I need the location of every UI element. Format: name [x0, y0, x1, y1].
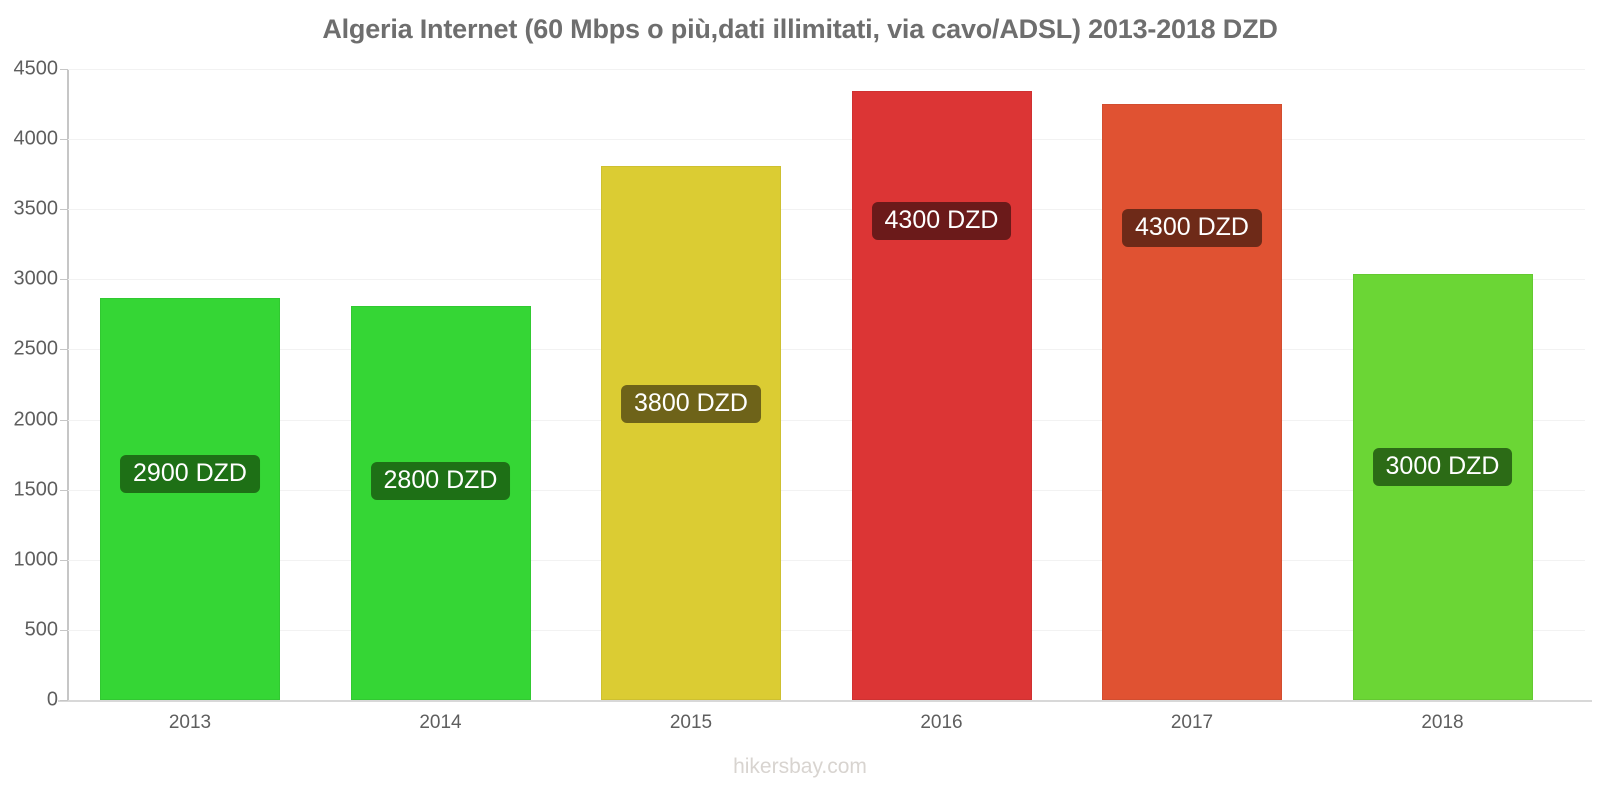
y-axis-tick-mark — [60, 489, 68, 491]
gridline — [68, 559, 1585, 561]
y-axis-line — [67, 69, 69, 702]
y-axis-tick-label: 2000 — [13, 408, 59, 431]
y-axis-tick-label: 2500 — [13, 337, 59, 360]
bar-value-label: 3800 DZD — [621, 384, 761, 423]
x-axis-tick-label: 2016 — [920, 712, 963, 733]
y-axis-tick-mark — [60, 139, 68, 141]
y-axis-tick-mark — [60, 559, 68, 561]
y-axis-tick-mark — [60, 69, 68, 70]
watermark: hikersbay.com — [733, 755, 867, 778]
gridline — [68, 209, 1585, 211]
gridline — [68, 349, 1585, 351]
y-axis-tick-label: 3000 — [13, 267, 59, 290]
chart-title: Algeria Internet (60 Mbps o più,dati ill… — [322, 14, 1278, 44]
x-axis-tick-label: 2015 — [669, 712, 713, 733]
y-axis-tick-label: 0 — [46, 688, 58, 711]
bar-value-label: 3000 DZD — [1372, 447, 1513, 486]
y-axis-tick-mark — [60, 209, 68, 211]
bar[interactable] — [1102, 104, 1282, 700]
y-axis-tick-label: 1000 — [13, 548, 59, 571]
y-axis-tick-mark — [60, 629, 68, 631]
bar[interactable] — [350, 305, 531, 700]
x-axis-tick-label: 2013 — [168, 712, 212, 733]
x-axis-tick-label: 2014 — [419, 712, 462, 733]
x-axis-tick-label: 2017 — [1170, 712, 1214, 733]
y-axis-tick-mark — [60, 279, 68, 281]
bar[interactable] — [100, 297, 280, 700]
bar-value-label: 2900 DZD — [120, 454, 260, 493]
bar[interactable] — [601, 165, 781, 700]
gridline — [68, 419, 1585, 421]
gridline — [68, 489, 1585, 491]
gridline — [68, 279, 1585, 281]
y-axis-tick-mark — [60, 700, 68, 701]
plot-area: 2900 DZD 2800 DZD 3800 DZD 4300 DZD 4300 DZD… — [68, 69, 1585, 700]
bar-value-label: 4300 DZD — [1122, 209, 1262, 248]
x-axis-tick-label: 2018 — [1421, 712, 1464, 733]
y-axis-tick-label: 4500 — [13, 57, 59, 80]
y-axis-tick-mark — [60, 349, 68, 351]
gridline — [68, 69, 1585, 70]
bar-value-label: 4300 DZD — [871, 202, 1012, 241]
x-axis-line — [58, 700, 1592, 702]
bar[interactable] — [1352, 273, 1533, 700]
bar-value-label: 2800 DZD — [370, 461, 511, 500]
y-axis-tick-label: 4000 — [13, 127, 59, 150]
gridline — [68, 139, 1585, 141]
y-axis-tick-label: 1500 — [13, 478, 59, 501]
y-axis-tick-label: 3500 — [13, 197, 59, 220]
y-axis-tick-mark — [60, 419, 68, 421]
bar[interactable] — [851, 91, 1032, 700]
y-axis-tick-label: 500 — [24, 618, 58, 641]
gridline — [68, 629, 1585, 631]
